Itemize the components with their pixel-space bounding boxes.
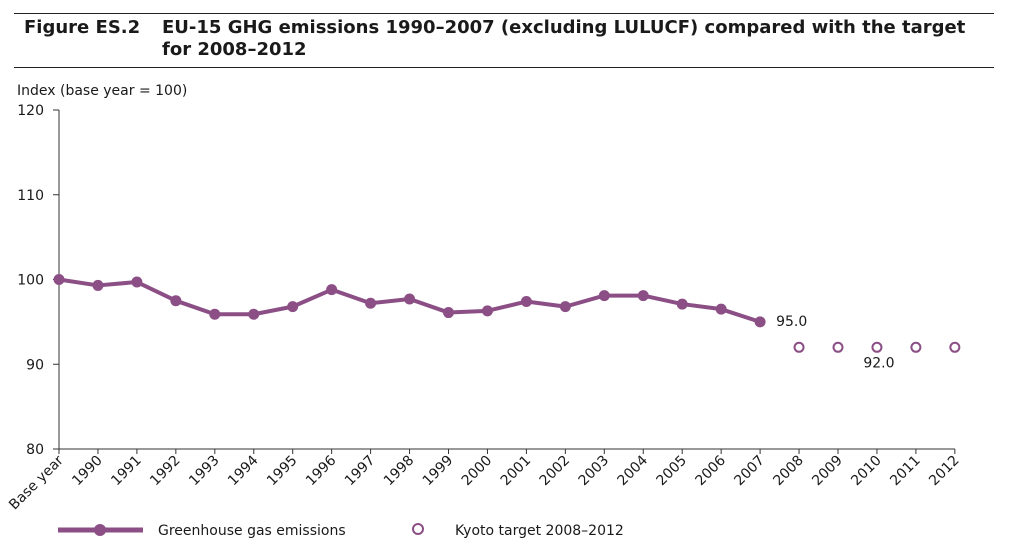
x-tick-label: 1996 <box>303 452 340 489</box>
x-tick-label: 1999 <box>420 453 457 490</box>
x-tick-label: 2002 <box>537 453 574 490</box>
emissions-point <box>715 303 727 315</box>
x-tick-label: 1995 <box>264 453 301 490</box>
legend-emissions-label: Greenhouse gas emissions <box>158 523 346 539</box>
y-tick-label: 80 <box>26 442 44 458</box>
kyoto-target-point <box>871 341 883 353</box>
emissions-point <box>481 305 493 317</box>
emissions-point <box>92 279 104 291</box>
legend: Greenhouse gas emissions Kyoto target 200… <box>58 523 624 539</box>
axes <box>58 110 955 450</box>
x-tick-label: 2008 <box>770 453 807 490</box>
emissions-point <box>53 274 65 285</box>
emissions-point <box>131 276 143 288</box>
series-0 <box>53 274 766 328</box>
x-tick-label: 2004 <box>615 452 652 489</box>
annotations: 95.0 92.0 <box>776 314 894 371</box>
x-tick-label: 2003 <box>576 453 613 490</box>
emissions-point <box>248 308 260 320</box>
x-tick-label: Base year <box>6 452 67 513</box>
x-tick-label: 2000 <box>459 453 496 490</box>
emissions-point <box>754 316 766 328</box>
emissions-point <box>559 301 571 313</box>
x-tick-label: 2007 <box>731 453 768 490</box>
series-layer <box>53 274 961 353</box>
legend-kyoto-swatch-marker <box>412 523 424 535</box>
x-tick-label: 1993 <box>186 453 223 490</box>
emissions-point <box>326 284 338 296</box>
x-tick-label: 1997 <box>342 453 379 490</box>
figure-title: EU-15 GHG emissions 1990–2007 (excluding… <box>162 17 966 60</box>
y-tick-label: 110 <box>17 188 44 204</box>
legend-emissions-swatch-marker <box>94 524 106 536</box>
x-tick-label: 1998 <box>381 453 418 490</box>
emissions-point <box>598 290 610 302</box>
y-axis-label: Index (base year = 100) <box>17 83 187 99</box>
kyoto-target-point <box>949 341 961 353</box>
top-rule <box>14 13 994 14</box>
y-tick-label: 100 <box>17 273 44 289</box>
x-tick-label: 2010 <box>848 453 885 490</box>
series-1 <box>793 341 961 353</box>
x-tick-label: 2009 <box>809 453 846 490</box>
emissions-point <box>365 297 377 309</box>
y-tick-label: 90 <box>26 357 44 373</box>
emissions-point <box>404 293 416 305</box>
emissions-point <box>443 307 454 319</box>
emissions-point <box>637 290 649 302</box>
x-axis-ticks: Base year 1990 1991 1992 1993 1994 1995 1996 199… <box>6 449 963 513</box>
x-tick-label: 2005 <box>654 453 691 490</box>
emissions-point <box>287 301 299 313</box>
emissions-point <box>170 295 182 307</box>
figure-label: Figure ES.2 <box>24 17 141 38</box>
x-tick-label: 2011 <box>887 453 924 490</box>
y-tick-label: 120 <box>17 103 44 119</box>
emissions-point <box>676 298 688 310</box>
x-tick-label: 2001 <box>498 453 535 490</box>
x-tick-label: 1991 <box>108 453 145 490</box>
x-tick-label: 1990 <box>69 453 106 490</box>
header-bottom-rule <box>14 67 994 68</box>
emissions-point <box>520 296 532 308</box>
kyoto-target-point <box>910 341 922 353</box>
x-tick-label: 2012 <box>926 453 963 490</box>
x-tick-label: 1994 <box>225 452 262 489</box>
emissions-point <box>209 308 221 320</box>
kyoto-target-point <box>832 341 844 353</box>
data-label: 92.0 <box>863 355 894 371</box>
kyoto-target-point <box>793 341 805 353</box>
legend-kyoto-label: Kyoto target 2008–2012 <box>455 523 624 539</box>
y-axis-ticks: 80 90 100 110 120 <box>17 103 59 458</box>
x-tick-label: 1992 <box>147 453 184 490</box>
x-tick-label: 2006 <box>692 452 729 489</box>
data-label: 95.0 <box>776 314 807 330</box>
